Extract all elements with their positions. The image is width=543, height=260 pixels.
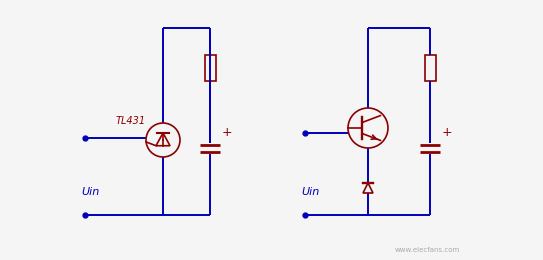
Bar bbox=[425, 55, 435, 81]
Text: www.elecfans.com: www.elecfans.com bbox=[395, 247, 460, 253]
Text: Uin: Uin bbox=[81, 187, 99, 197]
Bar bbox=[205, 55, 216, 81]
Text: +: + bbox=[442, 126, 453, 139]
Text: TL431: TL431 bbox=[116, 116, 146, 126]
Text: Uin: Uin bbox=[301, 187, 319, 197]
Text: +: + bbox=[222, 126, 232, 139]
